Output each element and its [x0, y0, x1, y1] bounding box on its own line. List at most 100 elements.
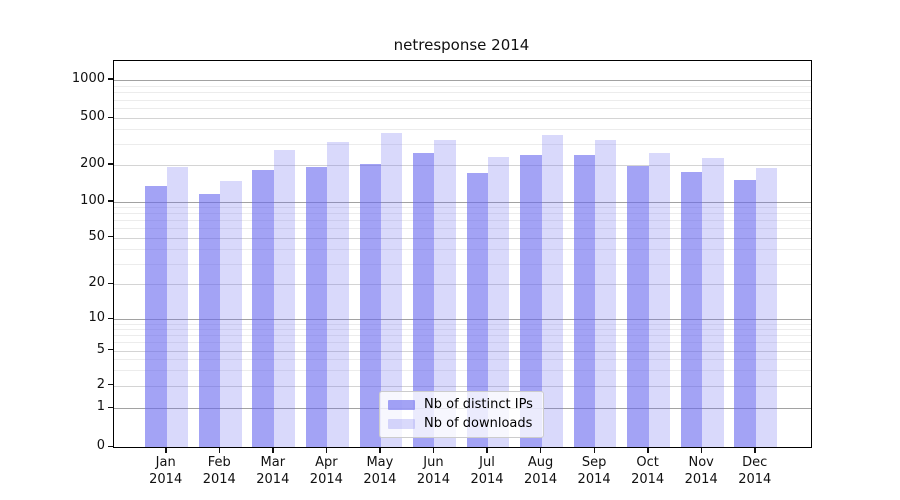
- y-tick-mark: [108, 78, 113, 80]
- x-tick-label: May 2014: [363, 455, 397, 487]
- bar-distinct-ips-jul: [466, 172, 488, 447]
- y-gridline-minor: [114, 248, 811, 250]
- x-tick-label: Jan 2014: [149, 455, 183, 487]
- y-gridline-minor: [114, 213, 811, 215]
- y-gridline-minor: [114, 207, 811, 209]
- bar-distinct-ips-apr: [305, 167, 328, 447]
- bar-downloads-feb: [220, 181, 242, 447]
- x-tick-mark: [754, 448, 756, 453]
- y-tick-mark: [108, 282, 113, 285]
- x-tick-mark: [647, 448, 649, 453]
- y-gridline-minor: [114, 129, 811, 131]
- y-tick-label: 1: [96, 399, 105, 414]
- y-gridline-minor: [114, 220, 811, 222]
- plot-area: Nb of distinct IPs Nb of downloads: [113, 60, 812, 448]
- y-gridline: [114, 319, 811, 320]
- y-tick-label: 50: [88, 228, 105, 244]
- bar-downloads-jul: [487, 157, 510, 447]
- y-tick-mark: [108, 163, 113, 165]
- y-tick-label: 1000: [71, 70, 105, 86]
- bar-downloads-nov: [702, 157, 724, 447]
- bar-downloads-mar: [273, 149, 296, 447]
- y-tick-mark: [108, 349, 113, 351]
- bar-distinct-ips-aug: [520, 155, 542, 447]
- y-tick-label: 0: [96, 438, 105, 453]
- y-gridline: [114, 237, 811, 239]
- y-gridline-minor: [114, 99, 811, 101]
- bar-downloads-may: [380, 132, 403, 447]
- y-gridline-minor: [114, 92, 811, 94]
- y-tick-label: 20: [88, 275, 105, 291]
- y-gridline: [114, 350, 811, 352]
- bar-distinct-ips-jun: [413, 152, 435, 447]
- y-tick-label: 10: [88, 310, 105, 325]
- x-tick-mark: [593, 448, 595, 453]
- legend-swatch-downloads: [388, 418, 415, 429]
- x-tick-mark: [379, 448, 381, 453]
- legend-label-distinct-ips: Nb of distinct IPs: [424, 397, 533, 412]
- y-gridline-minor: [114, 144, 811, 146]
- y-gridline-minor: [114, 263, 811, 265]
- x-tick-label: Aug 2014: [524, 455, 558, 487]
- y-tick-label: 2: [96, 376, 105, 392]
- x-tick-mark: [325, 448, 328, 453]
- y-gridline-minor: [114, 228, 811, 230]
- x-tick-mark: [540, 448, 542, 453]
- bar-distinct-ips-dec: [734, 180, 756, 447]
- y-tick-label: 200: [80, 155, 105, 171]
- legend-entry-distinct-ips: Nb of distinct IPs: [388, 397, 533, 412]
- y-tick-label: 100: [80, 192, 105, 208]
- y-tick-mark: [108, 116, 113, 118]
- chart-title: netresponse 2014: [393, 36, 530, 54]
- y-tick-mark: [108, 384, 113, 386]
- y-gridline-minor: [114, 108, 811, 109]
- x-tick-label: Jun 2014: [416, 455, 450, 487]
- bar-distinct-ips-mar: [252, 169, 274, 447]
- x-tick-label: Nov 2014: [684, 455, 718, 487]
- y-tick-mark: [108, 236, 113, 238]
- bar-downloads-sep: [595, 140, 617, 447]
- y-gridline: [114, 201, 811, 203]
- y-gridline: [114, 79, 811, 81]
- y-tick-label: 500: [80, 109, 105, 124]
- x-tick-label: Sep 2014: [577, 455, 611, 487]
- x-tick-label: Mar 2014: [256, 455, 290, 487]
- x-tick-label: Dec 2014: [738, 455, 772, 487]
- legend: Nb of distinct IPs Nb of downloads: [379, 391, 544, 438]
- x-tick-mark: [432, 448, 435, 453]
- bar-downloads-dec: [755, 167, 778, 447]
- y-gridline-minor: [114, 370, 811, 372]
- bar-downloads-jan: [166, 167, 189, 447]
- y-gridline: [114, 164, 811, 166]
- y-tick-mark: [108, 317, 113, 319]
- bar-distinct-ips-may: [359, 164, 381, 447]
- bar-distinct-ips-feb: [198, 193, 221, 447]
- x-tick-mark: [700, 448, 703, 453]
- y-gridline-minor: [114, 329, 811, 331]
- y-gridline-minor: [114, 342, 811, 344]
- bar-downloads-apr: [327, 142, 349, 447]
- y-gridline-minor: [114, 335, 811, 337]
- y-gridline-minor: [114, 323, 811, 325]
- y-tick-mark: [108, 445, 113, 447]
- x-tick-mark: [218, 448, 221, 453]
- bar-downloads-oct: [648, 153, 671, 447]
- x-tick-mark: [272, 448, 274, 453]
- x-tick-label: Jul 2014: [470, 455, 504, 487]
- x-tick-label: Oct 2014: [631, 455, 665, 487]
- bar-distinct-ips-sep: [573, 155, 596, 447]
- x-tick-label: Feb 2014: [202, 455, 236, 487]
- bar-downloads-jun: [434, 140, 456, 447]
- legend-entry-downloads: Nb of downloads: [388, 416, 533, 431]
- x-tick-mark: [165, 448, 167, 453]
- bar-distinct-ips-oct: [627, 165, 649, 447]
- bar-downloads-aug: [541, 135, 563, 447]
- y-tick-mark: [108, 406, 113, 408]
- y-gridline: [114, 118, 811, 119]
- y-gridline: [114, 385, 811, 387]
- x-tick-label: Apr 2014: [309, 455, 343, 487]
- y-tick-mark: [108, 200, 113, 202]
- y-tick-label: 5: [96, 341, 105, 357]
- bar-distinct-ips-nov: [680, 171, 703, 447]
